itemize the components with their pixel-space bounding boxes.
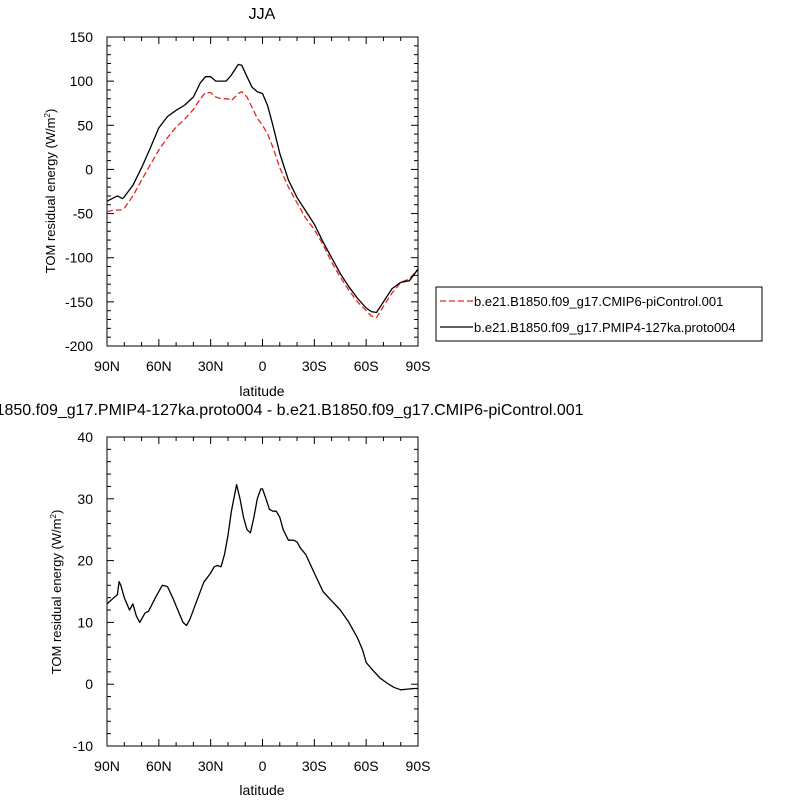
- y-tick-label: 30: [77, 491, 93, 507]
- y-tick-label: 100: [70, 73, 94, 89]
- legend-label: b.e21.B1850.f09_g17.CMIP6-piControl.001: [474, 294, 723, 309]
- chart-title-top: JJA: [249, 6, 276, 23]
- y-axis-label-bottom: TOM residual energy (W/m2): [49, 510, 64, 675]
- x-tick-label: 90S: [406, 358, 431, 374]
- y-tick-label: 0: [85, 676, 93, 692]
- y-tick-label: -100: [65, 250, 93, 266]
- y-tick-label: -50: [73, 206, 93, 222]
- legend-box: [435, 286, 763, 342]
- x-tick-label: 30N: [198, 758, 224, 774]
- x-tick-label: 90N: [94, 358, 120, 374]
- x-axis-label-bottom: latitude: [239, 782, 284, 798]
- chart-title-bottom: b.e21.B1850.f09_g17.PMIP4-127ka.proto004…: [0, 402, 584, 419]
- plot-frame: [106, 36, 419, 347]
- x-tick-label: 30S: [302, 758, 327, 774]
- x-tick-label: 0: [259, 358, 267, 374]
- y-tick-label: 20: [77, 553, 93, 569]
- x-tick-label: 60S: [354, 358, 379, 374]
- x-tick-label: 60S: [354, 758, 379, 774]
- y-axis-label-top: TOM residual energy (W/m2): [43, 109, 58, 274]
- x-tick-label: 60N: [146, 758, 172, 774]
- legend-label: b.e21.B1850.f09_g17.PMIP4-127ka.proto004: [474, 320, 736, 335]
- y-tick-label: 150: [70, 29, 94, 45]
- y-tick-label: 10: [77, 614, 93, 630]
- y-tick-label: -10: [73, 738, 93, 754]
- y-tick-label: 50: [77, 117, 93, 133]
- y-tick-label: -200: [65, 338, 93, 354]
- x-tick-label: 30N: [198, 358, 224, 374]
- x-tick-label: 90N: [94, 758, 120, 774]
- x-tick-label: 0: [259, 758, 267, 774]
- legend: b.e21.B1850.f09_g17.CMIP6-piControl.001b…: [435, 286, 763, 342]
- plot-frame: [106, 436, 419, 747]
- y-tick-label: 0: [85, 161, 93, 177]
- series-line-difference: [106, 483, 418, 691]
- y-tick-label: 40: [77, 429, 93, 445]
- series-line-piControl: [106, 91, 419, 319]
- x-tick-label: 30S: [302, 358, 327, 374]
- y-tick-label: -150: [65, 294, 93, 310]
- series-line-PMIP4-127ka: [106, 63, 419, 314]
- x-axis-label-top: latitude: [239, 383, 284, 399]
- top-panel: JJA latitude TOM residual energy (W/m2) …: [43, 6, 763, 399]
- x-tick-label: 90S: [406, 758, 431, 774]
- x-tick-label: 60N: [146, 358, 172, 374]
- bottom-panel: b.e21.B1850.f09_g17.PMIP4-127ka.proto004…: [0, 402, 584, 798]
